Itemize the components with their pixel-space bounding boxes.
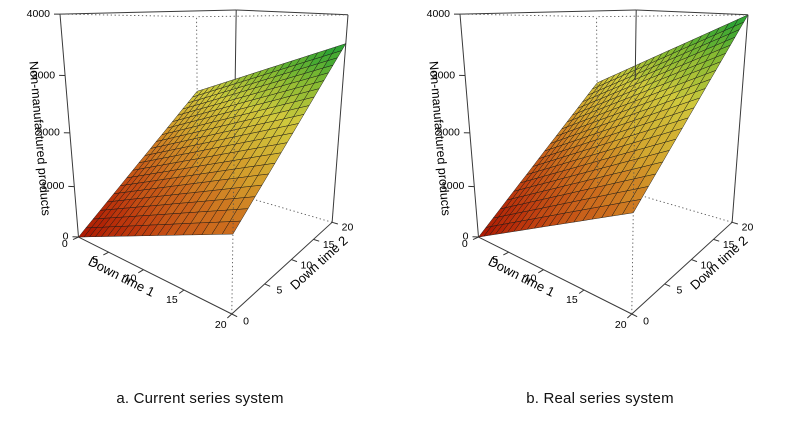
x-tick-label: 0 [62, 238, 68, 250]
box-edge [234, 9, 237, 80]
z-tick-label: 0 [463, 231, 469, 243]
x-axis-tick [538, 269, 544, 274]
y-tick-label: 0 [243, 316, 249, 328]
y-axis-tick [664, 283, 671, 287]
y-axis-title: Down time 2 [287, 233, 350, 293]
surface-panel-b: 0 5 10 15 20 0 5 10 15 20 0 1000 2000 3000 4000 Down ti… [400, 0, 800, 429]
z-tick-label: 0 [63, 231, 69, 243]
y-tick-label: 20 [742, 221, 754, 233]
y-tick-label: 15 [323, 239, 335, 251]
surface-panel-a: 0 5 10 15 20 0 5 10 15 20 0 1000 2000 3000 4000 Down ti… [26, 8, 354, 407]
x-tick-label: 15 [566, 294, 578, 306]
x-axis-title: Down time 1 [486, 254, 557, 300]
box-edge [331, 14, 349, 223]
y-axis-tick [713, 238, 720, 242]
z-tick-label: 1000 [41, 180, 65, 192]
box-edge-hidden [459, 13, 597, 18]
y-axis-tick [731, 221, 739, 225]
x-tick-label: 0 [462, 238, 468, 250]
x-tick-label: 15 [166, 294, 178, 306]
surface-facet [621, 199, 642, 215]
x-axis-title: Down time 1 [86, 254, 157, 300]
box-edge-hidden [196, 14, 349, 18]
y-axis-tick [331, 221, 339, 225]
z-tick-label: 4000 [427, 8, 451, 20]
x-tick-label: 20 [215, 319, 227, 331]
y-tick-label: 5 [276, 285, 282, 297]
z-tick-label: 2000 [36, 127, 60, 139]
surface-plot-b: 0 5 10 15 20 0 5 10 15 20 0 1000 2000 3000 4000 Down ti… [426, 8, 754, 331]
x-tick-label: 20 [615, 319, 627, 331]
y-axis-tick [313, 238, 320, 242]
box-edge-hidden [231, 79, 236, 315]
x-tick-label: 5 [492, 254, 498, 266]
caption-a: a. Current series system [116, 390, 284, 407]
box-edge [478, 236, 633, 315]
caption-b: b. Real series system [526, 390, 674, 407]
x-axis-tick [578, 289, 585, 294]
x-axis-tick [178, 289, 185, 294]
x-tick-label: 10 [525, 272, 537, 284]
y-axis-tick [291, 259, 298, 263]
box-edge-hidden [196, 16, 199, 183]
z-tick-label: 1000 [441, 180, 465, 192]
x-axis-tick [138, 269, 144, 274]
y-tick-label: 0 [643, 316, 649, 328]
box-edge [59, 9, 237, 15]
box-edge [59, 14, 79, 238]
box-edge [236, 9, 349, 16]
y-axis-tick [691, 259, 698, 263]
x-tick-label: 5 [92, 254, 98, 266]
y-tick-label: 10 [301, 260, 313, 272]
y-axis-tick [264, 283, 271, 287]
z-tick-label: 3000 [32, 69, 56, 81]
box-edge [634, 9, 637, 80]
x-axis-tick [227, 313, 233, 319]
box-edge [636, 9, 749, 16]
x-axis-tick [627, 313, 633, 319]
y-tick-label: 10 [701, 260, 713, 272]
y-tick-label: 15 [723, 239, 735, 251]
box-edge [731, 14, 749, 223]
z-tick-label: 3000 [432, 69, 456, 81]
box-edge-hidden [596, 16, 599, 183]
surface-facet [221, 220, 242, 235]
y-tick-label: 20 [342, 221, 354, 233]
box-edge-hidden [59, 13, 197, 18]
x-axis-tick [103, 251, 109, 256]
box-edge [459, 9, 637, 15]
box-edge [78, 236, 233, 315]
z-tick-label: 2000 [436, 127, 460, 139]
x-tick-label: 10 [125, 272, 137, 284]
box-edge [231, 221, 333, 315]
y-axis-title: Down time 2 [687, 233, 750, 293]
box-edge-hidden [631, 79, 636, 315]
box-edge [459, 14, 479, 238]
x-axis-tick [503, 251, 509, 256]
box-edge [631, 221, 733, 315]
z-tick-label: 4000 [27, 8, 51, 20]
y-axis-tick [231, 313, 238, 318]
box-edge-hidden [596, 14, 749, 18]
surface-plot-a: 0 5 10 15 20 0 5 10 15 20 0 1000 2000 3000 4000 Down ti… [26, 8, 354, 331]
y-tick-label: 5 [676, 285, 682, 297]
y-axis-tick [631, 313, 638, 318]
